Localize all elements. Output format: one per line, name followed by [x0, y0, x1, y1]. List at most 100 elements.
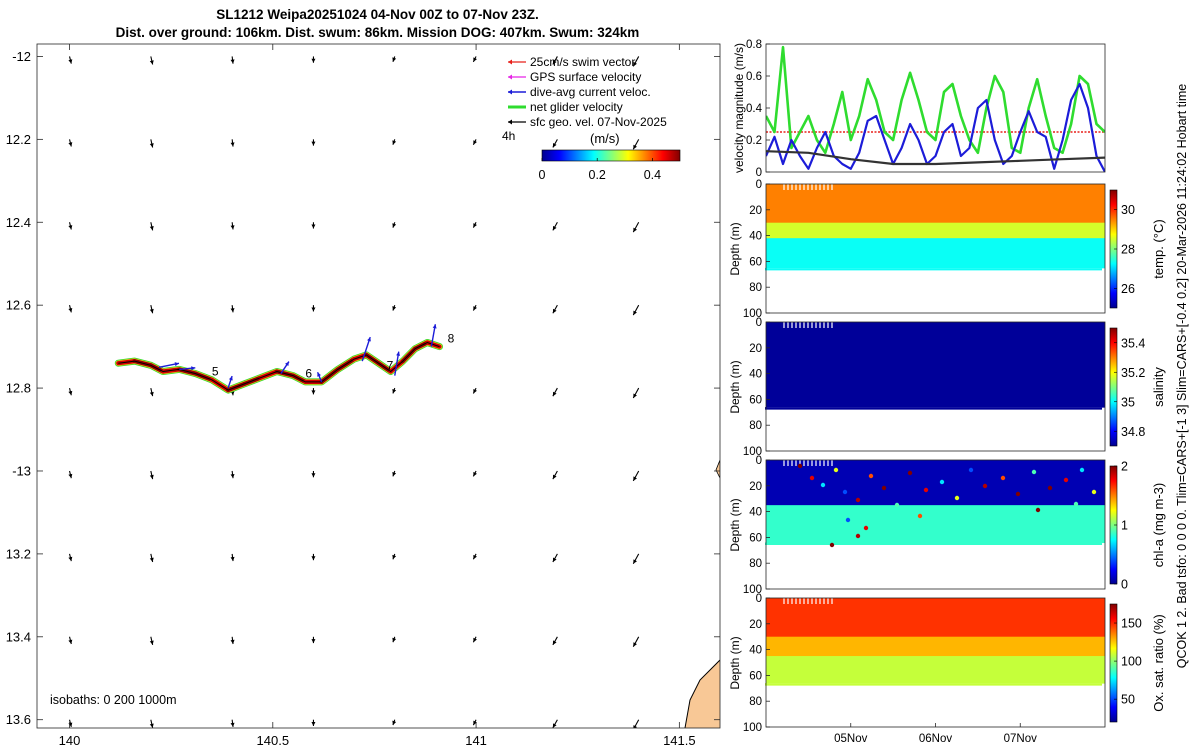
geo-vector-head — [311, 141, 316, 146]
colorbar-tick-label: 35.2 — [1121, 366, 1145, 380]
map-xtick-label: 141 — [465, 733, 487, 748]
current-vector — [430, 324, 437, 347]
figure-title: SL1212 Weipa20251024 04-Nov 00Z to 07-No… — [216, 7, 539, 22]
dive-avg-current-line — [766, 82, 1105, 172]
geo-vector-head — [552, 391, 557, 397]
geo-vector — [230, 636, 235, 645]
geo-vector — [472, 553, 477, 560]
geo-vector — [68, 470, 73, 479]
map-ytick-label: 12.4 — [6, 215, 31, 230]
chl-sample-dot — [1031, 469, 1037, 475]
geo-vector — [311, 56, 316, 63]
velocity-ytick-label: 0.6 — [746, 71, 762, 83]
geo-vector — [472, 387, 477, 394]
current-vector-head — [285, 361, 289, 367]
section-ytick-label: 0 — [756, 179, 762, 191]
chl-sample-dot — [863, 525, 869, 531]
geo-vector — [552, 221, 558, 231]
geo-vector-head — [552, 60, 557, 65]
geo-vector-head — [552, 225, 557, 231]
section-ytick-label: 60 — [749, 670, 762, 682]
section-ytick-label: 20 — [749, 205, 762, 217]
map-x-ticks: 140 140.5 141 141.5 — [59, 44, 696, 748]
section-layer — [766, 636, 1105, 657]
geo-vector-head — [311, 224, 316, 229]
geo-vector — [311, 305, 316, 312]
map-panel: 5 6 7 8 140 140.5 141 141.5 -12 12.2 12.4 12.6 12.… — [6, 43, 721, 748]
section-layer — [766, 322, 1105, 408]
geo-vector — [311, 139, 316, 146]
geo-vector — [632, 304, 640, 316]
geo-vector-head — [552, 308, 557, 314]
section-ytick-label: 60 — [749, 256, 762, 268]
colorbar-tick-label: 0.4 — [644, 168, 661, 182]
map-xtick-label: 141.5 — [663, 733, 696, 748]
geo-vector — [392, 553, 397, 560]
geo-vector — [472, 139, 477, 145]
geo-vector — [311, 636, 316, 644]
geo-vector-head — [473, 57, 477, 62]
section-ytick-label: 80 — [749, 558, 762, 570]
chl-sample-dot — [820, 482, 826, 488]
geo-vector — [311, 470, 316, 478]
geo-vector — [392, 719, 397, 726]
colorbar-tick-label: 100 — [1121, 655, 1142, 669]
geo-vector-head — [68, 390, 73, 396]
section-panel-salinity: 0 20 40 60 80 100 Depth (m) 34.8 35 35.2 35.4 salin… — [728, 317, 1166, 458]
legend-label-geo: sfc geo. vel. 07-Nov-2025 — [530, 115, 667, 129]
geo-vector — [68, 222, 73, 230]
colorbar-label: salinity — [1151, 367, 1166, 407]
velocity-ytick-label: 0.8 — [746, 39, 762, 51]
geo-vector-head — [633, 559, 637, 564]
legend-label-gps: GPS surface velocity — [530, 70, 641, 84]
geo-vector-head — [149, 723, 154, 728]
geo-vector — [149, 719, 154, 728]
geo-vector — [230, 222, 235, 230]
geo-vector-head — [68, 473, 73, 479]
legend-entry-swim: 25cm/s swim vector — [508, 55, 635, 69]
chl-sample-dot — [855, 533, 861, 539]
velocity-ylabel: velocity magnitude (m/s) — [732, 43, 746, 173]
geo-vector — [68, 387, 73, 396]
geo-vector-head — [392, 306, 397, 311]
geo-vector-head — [392, 637, 397, 643]
map-ytick-label: 12.8 — [6, 381, 31, 396]
geo-vector-head — [633, 310, 637, 316]
section-bottom-edge — [765, 407, 1102, 410]
geo-vector — [68, 636, 73, 645]
geo-vector — [632, 636, 640, 647]
geo-vector — [149, 387, 154, 397]
geo-vector — [311, 553, 316, 561]
colorbar-tick-label: 30 — [1121, 203, 1135, 217]
colorbar-tick-label: 0.2 — [589, 168, 606, 182]
geo-vector — [552, 719, 558, 728]
glider-track-line — [118, 341, 440, 391]
geo-vector — [311, 388, 316, 395]
section-ytick-label: 100 — [743, 446, 762, 458]
section-ytick-label: 100 — [743, 308, 762, 320]
geo-vector-head — [68, 142, 73, 147]
geo-vector — [392, 222, 397, 228]
geo-vector — [472, 222, 477, 228]
chl-sample-dot — [809, 475, 815, 481]
geo-vector — [311, 222, 316, 229]
geo-vector-head — [552, 474, 557, 480]
colorbar-tick-label: 34.8 — [1121, 425, 1145, 439]
chl-sample-dot — [894, 502, 900, 508]
isobath-note: isobaths: 0 200 1000m — [50, 693, 176, 707]
section-ylabel: Depth (m) — [728, 222, 742, 275]
chl-sample-dot — [954, 495, 960, 501]
coastline — [684, 659, 720, 728]
map-background — [37, 44, 720, 728]
geo-vector — [149, 470, 154, 480]
colorbar-tick-label: 26 — [1121, 282, 1135, 296]
section-ytick-label: 40 — [749, 231, 762, 243]
current-vector — [227, 375, 233, 389]
geo-vector-head — [149, 474, 154, 480]
geo-vector-head — [68, 225, 73, 230]
geo-vector — [552, 139, 558, 148]
velocity-y-ticks: 0 0.2 0.4 0.6 0.8 — [746, 39, 770, 179]
section-ytick-label: 80 — [749, 420, 762, 432]
geo-vector — [472, 719, 477, 726]
